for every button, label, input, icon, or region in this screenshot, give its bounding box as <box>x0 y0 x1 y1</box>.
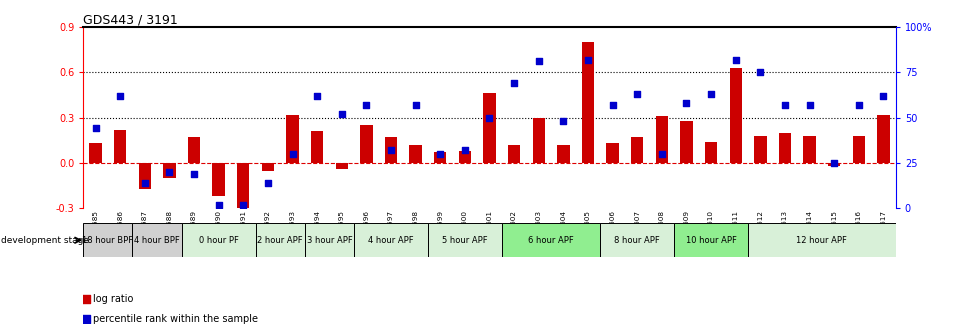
Bar <box>655 116 667 163</box>
Point <box>309 93 325 98</box>
Point <box>285 151 300 157</box>
Bar <box>483 93 495 163</box>
Bar <box>113 130 126 163</box>
Bar <box>182 223 255 257</box>
Bar <box>729 68 741 163</box>
Point <box>137 180 153 185</box>
Point <box>555 119 570 124</box>
Bar <box>255 223 304 257</box>
Bar <box>163 163 175 178</box>
Text: log ratio: log ratio <box>93 294 133 304</box>
Bar <box>876 115 889 163</box>
Bar <box>753 136 766 163</box>
Bar <box>502 223 600 257</box>
Bar <box>508 145 519 163</box>
Bar <box>459 151 470 163</box>
Point <box>358 102 374 108</box>
Bar <box>409 145 422 163</box>
Bar <box>778 133 790 163</box>
Bar <box>747 223 895 257</box>
Bar <box>532 118 545 163</box>
Text: 5 hour APF: 5 hour APF <box>442 236 487 245</box>
Point <box>874 93 890 98</box>
Point <box>801 102 817 108</box>
Point <box>457 148 472 153</box>
Bar <box>384 137 397 163</box>
Point <box>580 57 596 62</box>
Point <box>752 70 768 75</box>
Text: 3 hour APF: 3 hour APF <box>306 236 352 245</box>
Bar <box>132 223 182 257</box>
Bar <box>803 136 815 163</box>
Bar <box>261 163 274 170</box>
Bar <box>581 42 594 163</box>
Text: 4 hour APF: 4 hour APF <box>368 236 414 245</box>
Text: 12 hour APF: 12 hour APF <box>796 236 847 245</box>
Bar <box>427 223 502 257</box>
Bar <box>600 223 674 257</box>
Bar <box>188 137 200 163</box>
Point <box>112 93 128 98</box>
Point <box>702 91 718 97</box>
Point <box>777 102 792 108</box>
Bar <box>83 223 132 257</box>
Point <box>432 151 448 157</box>
Point <box>629 91 645 97</box>
Bar <box>286 115 298 163</box>
Point <box>728 57 743 62</box>
Text: GDS443 / 3191: GDS443 / 3191 <box>83 14 178 27</box>
Text: 0 hour PF: 0 hour PF <box>199 236 239 245</box>
Point <box>653 151 669 157</box>
Point <box>530 59 546 64</box>
Text: 6 hour APF: 6 hour APF <box>528 236 573 245</box>
Point <box>186 171 201 176</box>
Bar <box>212 163 225 196</box>
Text: 10 hour APF: 10 hour APF <box>685 236 735 245</box>
Bar <box>354 223 427 257</box>
Point <box>678 100 693 106</box>
Bar <box>335 163 347 169</box>
Point <box>333 111 349 117</box>
Bar <box>827 163 839 166</box>
Bar <box>237 163 249 211</box>
Point <box>235 202 250 207</box>
Point <box>78 296 94 302</box>
Bar <box>605 143 618 163</box>
Bar <box>674 223 747 257</box>
Point <box>382 148 398 153</box>
Point <box>78 317 94 322</box>
Text: 8 hour APF: 8 hour APF <box>614 236 659 245</box>
Bar <box>680 121 691 163</box>
Point <box>210 202 226 207</box>
Point <box>260 180 276 185</box>
Point <box>825 160 841 166</box>
Point <box>604 102 620 108</box>
Point <box>408 102 423 108</box>
Bar <box>89 143 102 163</box>
Bar <box>704 142 717 163</box>
Text: percentile rank within the sample: percentile rank within the sample <box>93 314 258 324</box>
Point <box>161 169 177 175</box>
Point <box>88 126 104 131</box>
Text: 2 hour APF: 2 hour APF <box>257 236 303 245</box>
Bar <box>311 131 323 163</box>
Text: development stage: development stage <box>1 236 89 245</box>
Bar <box>852 136 865 163</box>
Text: 18 hour BPF: 18 hour BPF <box>82 236 133 245</box>
Text: 4 hour BPF: 4 hour BPF <box>134 236 180 245</box>
Bar <box>556 145 569 163</box>
Bar <box>631 137 643 163</box>
Point <box>481 115 497 120</box>
Point <box>850 102 866 108</box>
Bar <box>304 223 354 257</box>
Bar <box>360 125 373 163</box>
Bar <box>139 163 151 189</box>
Bar <box>433 153 446 163</box>
Point <box>506 80 521 86</box>
